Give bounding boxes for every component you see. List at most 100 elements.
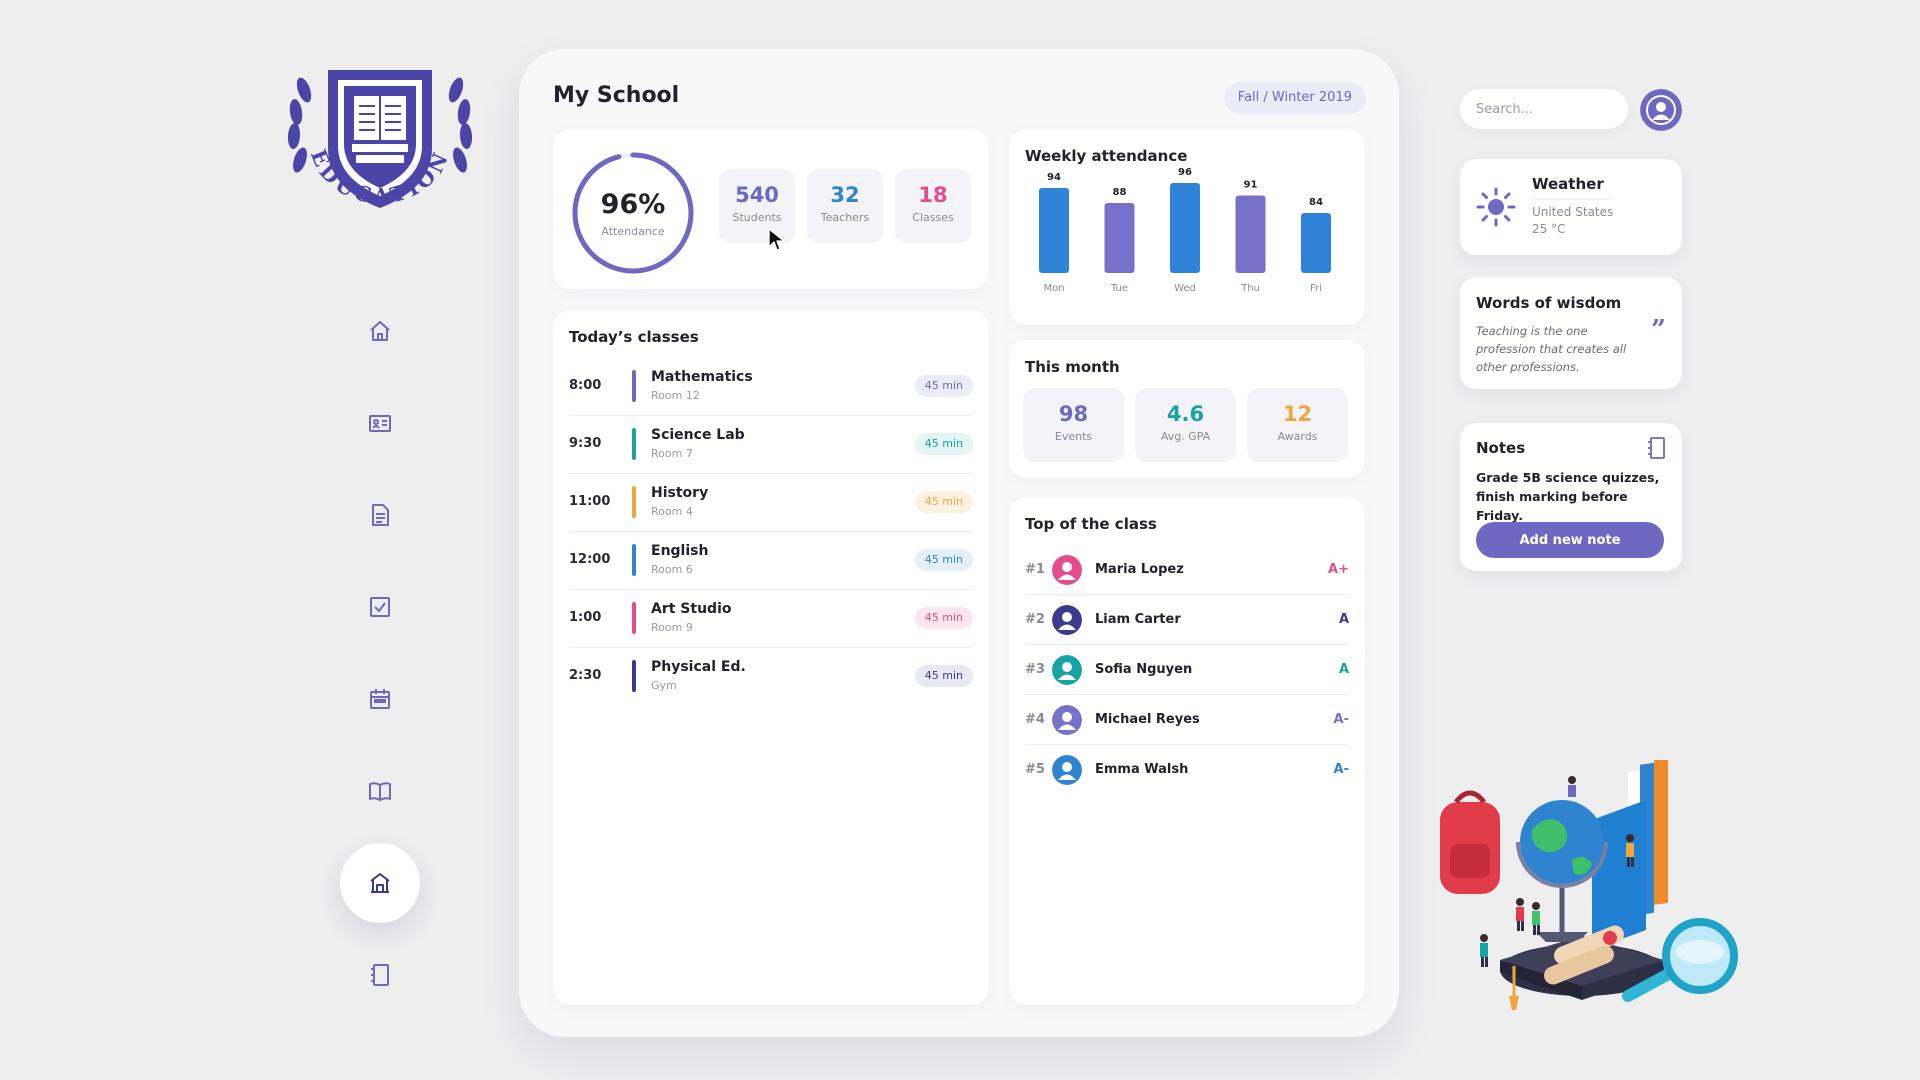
class-time: 9:30 xyxy=(569,436,602,451)
attendance-bar-wed[interactable] xyxy=(1170,183,1200,273)
sidebar-item-checklist[interactable] xyxy=(340,567,420,647)
class-time: 8:00 xyxy=(569,378,602,393)
class-room: Room 6 xyxy=(651,563,693,576)
id-card-icon xyxy=(369,415,391,432)
checkbox-icon xyxy=(370,597,390,617)
quote-mark-icon: ” xyxy=(1651,315,1666,345)
sidebar-item-home[interactable] xyxy=(340,291,420,371)
day-tick-label: Mon xyxy=(1043,283,1064,294)
sidebar-item-school[interactable] xyxy=(340,843,420,923)
top-student-list: #1 Maria Lopez A+ #2 Liam Carter A #3 So… xyxy=(1025,545,1349,795)
weather-title: Weather xyxy=(1532,175,1604,193)
gpa-tile[interactable]: 4.6 Avg. GPA xyxy=(1135,388,1236,462)
class-color-bar xyxy=(632,486,636,518)
classes-count: 18 xyxy=(918,183,948,207)
todays-classes-title: Today’s classes xyxy=(569,328,699,346)
student-grade: A- xyxy=(1333,712,1349,727)
bar-value-label: 84 xyxy=(1309,197,1323,208)
note-text: Grade 5B science quizzes, finish marking… xyxy=(1476,470,1660,523)
bar-value-label: 88 xyxy=(1113,187,1127,198)
avatar xyxy=(1052,705,1082,735)
sidebar-item-calendar[interactable] xyxy=(340,659,420,739)
teachers-label: Teachers xyxy=(820,211,870,224)
class-name: Science Lab xyxy=(651,427,745,443)
student-rank: #2 xyxy=(1025,612,1045,627)
class-row[interactable]: 1:00 Art Studio Room 9 45 min xyxy=(569,590,973,648)
wisdom-title: Words of wisdom xyxy=(1476,294,1622,312)
weather-location: United States xyxy=(1532,205,1614,219)
class-name: English xyxy=(651,543,709,559)
class-color-bar xyxy=(632,544,636,576)
notebook-icon[interactable] xyxy=(1646,437,1666,459)
class-row[interactable]: 12:00 English Room 6 45 min xyxy=(569,532,973,590)
bar-value-label: 94 xyxy=(1047,172,1061,183)
search-input[interactable] xyxy=(1460,89,1628,129)
student-row[interactable]: #5 Emma Walsh A- xyxy=(1025,745,1349,795)
gpa-label: Avg. GPA xyxy=(1160,430,1211,443)
season-selector[interactable]: Fall / Winter 2019 xyxy=(1223,82,1366,114)
words-of-wisdom-card: Words of wisdom Teaching is the one prof… xyxy=(1460,277,1682,389)
class-color-bar xyxy=(632,370,636,402)
student-row[interactable]: #2 Liam Carter A xyxy=(1025,595,1349,645)
class-duration-badge: 45 min xyxy=(914,607,973,629)
events-tile[interactable]: 98 Events xyxy=(1023,388,1124,462)
student-name: Maria Lopez xyxy=(1095,562,1184,577)
class-name: Art Studio xyxy=(651,601,732,617)
attendance-bar-tue[interactable] xyxy=(1104,203,1135,273)
class-room: Room 12 xyxy=(651,389,700,402)
sidebar-item-id-card[interactable] xyxy=(340,383,420,463)
student-name: Liam Carter xyxy=(1095,612,1181,627)
class-row[interactable]: 9:30 Science Lab Room 7 45 min xyxy=(569,416,973,474)
weekly-attendance-title: Weekly attendance xyxy=(1025,147,1188,165)
class-duration-badge: 45 min xyxy=(914,375,973,397)
calendar-icon xyxy=(370,689,390,709)
sidebar-item-notebook[interactable] xyxy=(340,935,420,1015)
attendance-bar-mon[interactable] xyxy=(1039,188,1069,273)
class-room: Room 4 xyxy=(651,505,693,518)
mouse-cursor-icon xyxy=(768,228,785,251)
document-icon xyxy=(372,504,389,526)
school-icon xyxy=(370,873,390,893)
class-row[interactable]: 8:00 Mathematics Room 12 45 min xyxy=(569,358,973,416)
stats-panel: 96% Attendance 540 Students 32 Teachers … xyxy=(553,129,989,289)
page-title: My School xyxy=(553,83,680,108)
class-name: Physical Ed. xyxy=(651,659,746,675)
book-icon xyxy=(369,782,391,801)
awards-tile[interactable]: 12 Awards xyxy=(1247,388,1348,462)
class-time: 2:30 xyxy=(569,668,602,683)
class-row[interactable]: 2:30 Physical Ed. Gym 45 min xyxy=(569,648,973,706)
awards-count: 12 xyxy=(1282,402,1313,426)
student-grade: A+ xyxy=(1328,562,1349,577)
bar-value-label: 91 xyxy=(1244,180,1258,191)
awards-label: Awards xyxy=(1277,430,1318,443)
dashboard-card: My School Fall / Winter 2019 96% Attenda… xyxy=(519,49,1399,1037)
student-row[interactable]: #3 Sofia Nguyen A xyxy=(1025,645,1349,695)
avatar xyxy=(1052,605,1082,635)
attendance-bar-fri[interactable] xyxy=(1301,213,1331,273)
class-name: History xyxy=(651,485,709,501)
home-icon xyxy=(370,321,390,341)
class-row[interactable]: 11:00 History Room 4 45 min xyxy=(569,474,973,532)
attendance-value: 96% xyxy=(600,189,666,220)
sidebar-item-library[interactable] xyxy=(340,751,420,831)
class-time: 1:00 xyxy=(569,610,602,625)
students-count: 540 xyxy=(735,183,779,207)
class-room: Room 7 xyxy=(651,447,693,460)
student-row[interactable]: #1 Maria Lopez A+ xyxy=(1025,545,1349,595)
user-avatar[interactable] xyxy=(1640,89,1682,131)
attendance-bar-thu[interactable] xyxy=(1235,195,1266,274)
sidebar-item-document[interactable] xyxy=(340,475,420,555)
teachers-tile[interactable]: 32 Teachers xyxy=(807,169,883,243)
class-room: Room 9 xyxy=(651,621,693,634)
classes-tile[interactable]: 18 Classes xyxy=(895,169,971,243)
student-name: Michael Reyes xyxy=(1095,712,1200,727)
weekly-attendance-chart: 94 Mon 88 Tue 96 Wed 91 Thu 84 Fri xyxy=(1039,167,1331,294)
student-row[interactable]: #4 Michael Reyes A- xyxy=(1025,695,1349,745)
student-grade: A xyxy=(1338,662,1349,677)
students-tile[interactable]: 540 Students xyxy=(719,169,795,243)
add-new-note-button[interactable]: Add new note xyxy=(1476,522,1664,558)
day-tick-label: Thu xyxy=(1240,283,1260,294)
class-color-bar xyxy=(632,602,636,634)
notes-card: Notes Grade 5B science quizzes, finish m… xyxy=(1460,423,1682,571)
weather-card: Weather United States 25 °C xyxy=(1460,159,1682,255)
